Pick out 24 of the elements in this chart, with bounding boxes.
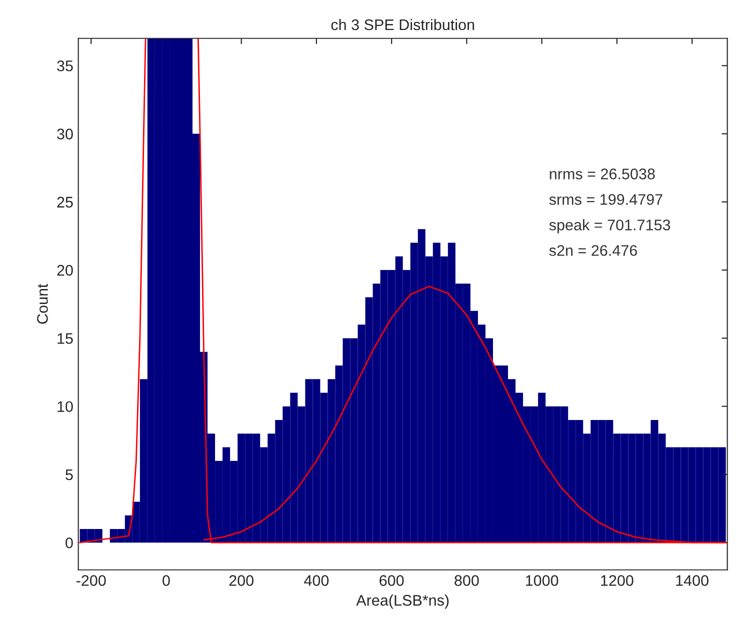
x-tick-label: 400 xyxy=(304,575,329,586)
x-tick-label: 1400 xyxy=(676,575,708,586)
x-tick-label: 1200 xyxy=(601,575,634,586)
y-tick-label: 10 xyxy=(58,401,73,412)
y-tick-label: 0 xyxy=(66,537,73,548)
annotation: s2n = 26.476 xyxy=(549,245,637,256)
annotation: nrms = 26.5038 xyxy=(550,168,655,180)
x-tick-label: 1000 xyxy=(526,575,558,586)
x-tick-label: -200 xyxy=(76,575,106,586)
y-axis-title: Count xyxy=(37,284,48,324)
chart-title: ch 3 SPE Distribution xyxy=(331,18,474,30)
y-tick-label: 25 xyxy=(57,196,73,208)
x-tick-label: 200 xyxy=(229,575,254,586)
y-tick-label: 30 xyxy=(57,128,73,140)
y-tick-label: 15 xyxy=(58,333,73,344)
y-tick-label: 5 xyxy=(66,470,73,480)
x-tick-label: 800 xyxy=(454,575,479,586)
x-axis-title: Area(LSB*ns) xyxy=(356,594,449,609)
x-tick-label: 0 xyxy=(162,575,170,586)
y-tick-label: 20 xyxy=(57,264,73,276)
y-tick-label: 35 xyxy=(57,60,73,72)
annotation: speak = 701.7153 xyxy=(549,219,670,234)
x-tick-label: 600 xyxy=(380,575,404,586)
annotation: srms = 199.4797 xyxy=(549,194,662,205)
